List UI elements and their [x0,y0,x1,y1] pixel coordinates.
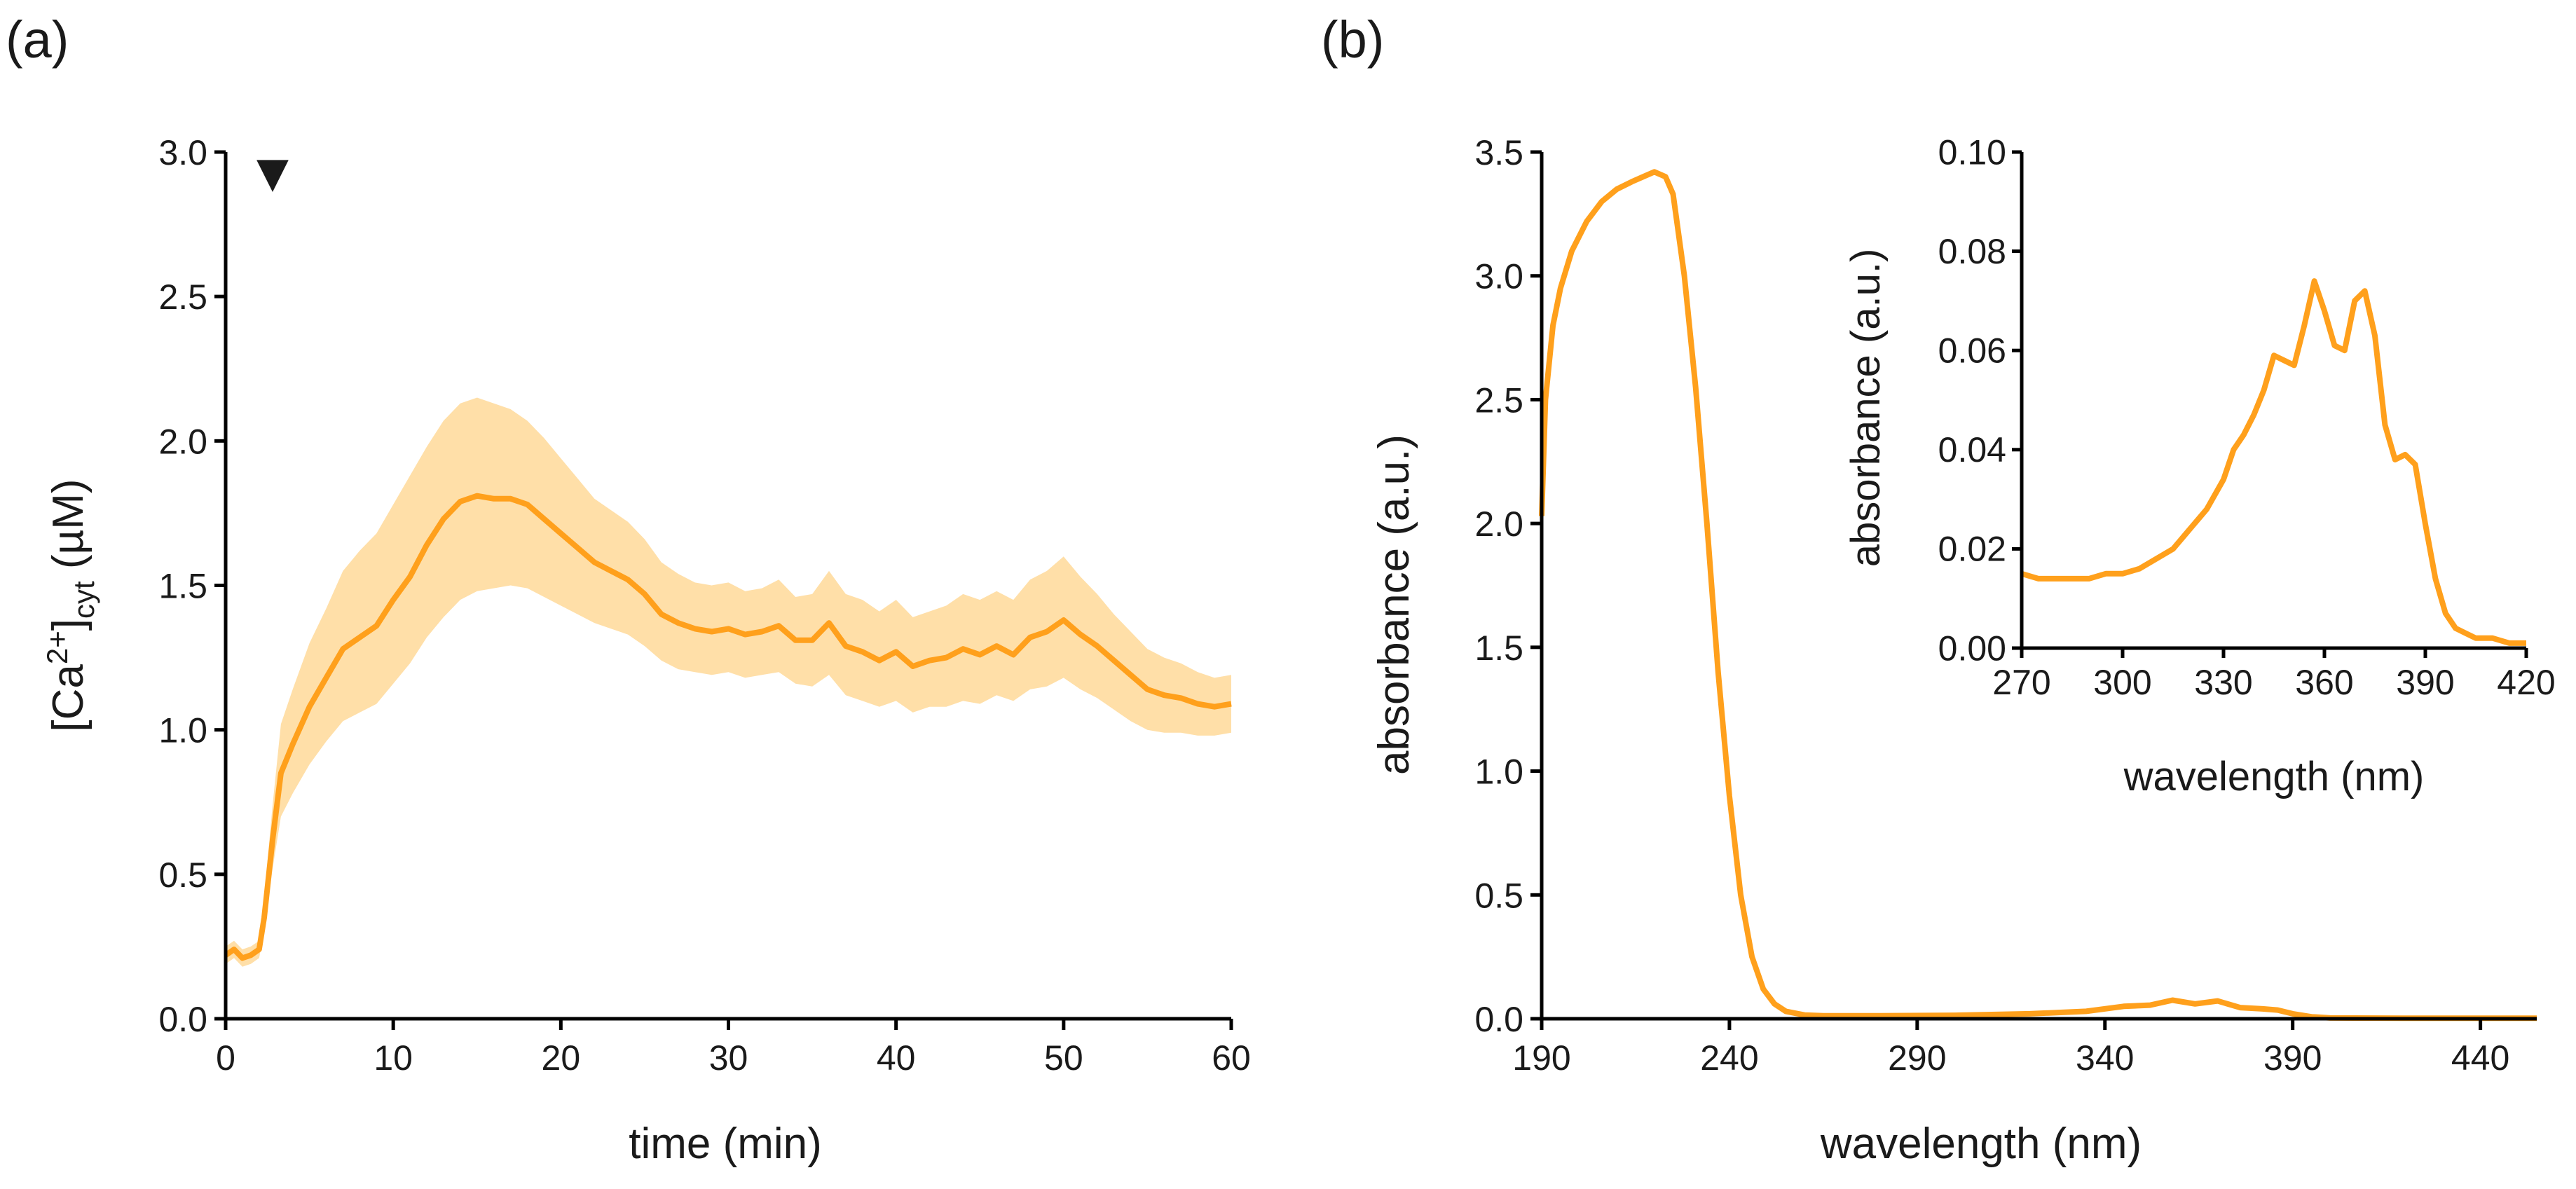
chart-a-x-tick-label: 0 [216,1038,235,1078]
chart-a-error-band [226,397,1231,967]
chart-a-x-tick-label: 40 [877,1038,916,1078]
chart-b-x-axis-title: wavelength (nm) [1820,1120,2142,1168]
panel-label-a: (a) [6,11,69,69]
chart-a-ylabel-mid: ] [44,619,93,631]
chart-a-x-axis-title: time (min) [629,1120,822,1168]
chart-inset-y-tick-label: 0.08 [1938,232,2006,271]
chart-a-y-tick-label: 0.0 [158,1000,207,1039]
chart-a-x-tick-label: 50 [1044,1038,1083,1078]
chart-a-ylabel-end: (µM) [44,479,93,581]
chart-b-axes [1540,152,2537,1021]
chart-inset-x-ticks: 270 300 330 360 390 420 [1992,648,2556,702]
chart-a-y-tick-label: 2.5 [158,277,207,317]
chart-b-y-tick-label: 3.0 [1474,257,1523,296]
chart-a-x-tick-label: 60 [1212,1038,1251,1078]
chart-b-y-tick-label: 0.0 [1474,1000,1523,1039]
chart-inset-x-axis-title: wavelength (nm) [2123,754,2425,799]
chart-inset-y-ticks: 0.00 0.02 0.04 0.06 0.08 0.10 [1938,132,2022,668]
chart-b-y-tick-label: 1.0 [1474,752,1523,792]
chart-b-x-tick-label: 440 [2451,1038,2509,1078]
chart-b-inset: 270 300 330 360 390 420 0.000.020.040.060.080… [1843,132,2556,799]
chart-inset-y-axis-title: absorbance (a.u.) [1843,249,1889,568]
chart-a-x-tick-label: 20 [542,1038,581,1078]
chart-inset-x-tick-label: 330 [2194,663,2252,702]
chart-inset-y-tick-label: 0.06 [1938,331,2006,370]
chart-b-y-tick-label: 1.5 [1474,628,1523,668]
panel-label-b: (b) [1321,11,1384,69]
chart-inset-spectrum-line [2020,278,2526,646]
chart-a-mean-line [224,493,1232,961]
chart-inset-x-tick-label: 420 [2497,663,2555,702]
chart-b-x-tick-label: 290 [1888,1038,1946,1078]
chart-a-x-tick-label: 30 [709,1038,748,1078]
chart-inset-y-tick-label: 0.02 [1938,530,2006,569]
chart-b-x-tick-label: 190 [1512,1038,1570,1078]
chart-a-y-tick-label: 2.0 [158,422,207,461]
stimulus-marker-icon: ▼ [245,142,299,203]
chart-a-ylabel-sup: 2+ [41,631,74,664]
chart-b-y-ticks: 0.0 0.5 1.0 1.5 2.0 2.5 3.0 3.5 [1474,133,1542,1039]
chart-a-y-tick-label: 1.5 [158,567,207,606]
chart-a-ylabel-base: [Ca [44,664,93,732]
chart-inset-x-tick-label: 390 [2396,663,2454,702]
chart-a-y-tick-label: 0.5 [158,855,207,895]
chart-a-y-axis-title: [Ca2+]cyt (µM) [41,479,100,731]
chart-a-x-ticks: 0 10 20 30 40 50 60 [216,1019,1251,1078]
chart-inset-x-tick-label: 300 [2093,663,2151,702]
chart-b-y-tick-label: 2.0 [1474,504,1523,544]
chart-b-x-tick-label: 390 [2263,1038,2322,1078]
chart-inset-y-tick-label: 0.10 [1938,132,2006,172]
chart-b-x-tick-label: 340 [2076,1038,2134,1078]
chart-inset-x-tick-label: 360 [2295,663,2353,702]
chart-inset-axes [2020,152,2526,650]
chart-b: 190 240 290 340 390 440 0.0 0.5 1.0 1.5 2.0 2.5 3.0… [1370,133,2537,1168]
chart-a-ylabel-sub: cyt [67,581,100,619]
chart-inset-y-tick-label: 0.00 [1938,628,2006,668]
chart-a: 0 10 20 30 40 50 60 0.0 0.5 1.0 1.5 2.0 2.5 3.0 ▼ ti… [41,133,1251,1168]
chart-b-y-tick-label: 0.5 [1474,876,1523,915]
chart-a-y-ticks: 0.0 0.5 1.0 1.5 2.0 2.5 3.0 [158,133,226,1039]
chart-b-y-axis-title: absorbance (a.u.) [1370,434,1418,775]
chart-b-x-tick-label: 240 [1700,1038,1758,1078]
chart-inset-x-tick-label: 270 [1992,663,2050,702]
chart-a-y-tick-label: 3.0 [158,133,207,172]
chart-b-y-tick-label: 2.5 [1474,380,1523,420]
chart-a-y-tick-label: 1.0 [158,711,207,750]
chart-b-x-ticks: 190 240 290 340 390 440 [1512,1019,2509,1078]
chart-b-spectrum-line [1539,169,2537,1022]
chart-inset-y-tick-label: 0.04 [1938,430,2006,469]
chart-b-y-tick-label: 3.5 [1474,133,1523,172]
chart-a-x-tick-label: 10 [374,1038,413,1078]
